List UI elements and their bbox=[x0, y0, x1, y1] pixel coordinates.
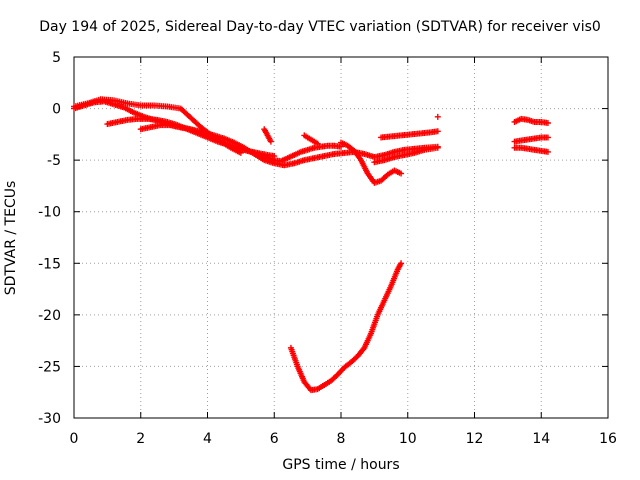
series-arc-8 bbox=[378, 128, 441, 141]
x-tick-labels: 0 2 4 6 8 10 12 14 16 bbox=[70, 431, 617, 447]
series-arc-11 bbox=[287, 260, 405, 394]
series-arc-7 bbox=[338, 139, 405, 186]
series-arc-9 bbox=[371, 144, 441, 166]
grid bbox=[74, 57, 608, 418]
x-tick-label: 16 bbox=[599, 431, 617, 447]
data-point bbox=[434, 144, 441, 151]
x-tick-label: 8 bbox=[337, 431, 346, 447]
x-tick-label: 12 bbox=[466, 431, 484, 447]
data-point bbox=[237, 149, 244, 156]
y-tick-label: 0 bbox=[52, 102, 61, 118]
data-point bbox=[271, 153, 278, 160]
data-point bbox=[434, 128, 441, 135]
y-tick-label: -20 bbox=[38, 308, 61, 324]
series-arc-6 bbox=[261, 126, 274, 145]
x-tick-label: 14 bbox=[532, 431, 550, 447]
x-axis-label: GPS time / hours bbox=[282, 457, 400, 473]
y-tick-label: -5 bbox=[47, 153, 61, 169]
x-tick-label: 4 bbox=[203, 431, 212, 447]
series-arc-3 bbox=[104, 115, 278, 160]
data-point bbox=[314, 140, 321, 147]
x-tick-label: 2 bbox=[136, 431, 145, 447]
data-point bbox=[398, 170, 405, 177]
series-arc-14 bbox=[511, 144, 551, 155]
data-point bbox=[434, 113, 441, 120]
series-arc-10 bbox=[434, 113, 441, 120]
data-point bbox=[267, 138, 274, 145]
series-arc-5 bbox=[301, 132, 321, 147]
series-arc-1 bbox=[71, 98, 441, 169]
ticks bbox=[73, 56, 609, 419]
series-arc-13 bbox=[511, 134, 551, 145]
x-tick-label: 6 bbox=[270, 431, 279, 447]
y-tick-label: -15 bbox=[38, 256, 61, 272]
chart-title: Day 194 of 2025, Sidereal Day-to-day VTE… bbox=[39, 19, 601, 35]
data-point bbox=[544, 120, 551, 127]
y-tick-label: -10 bbox=[38, 205, 61, 221]
data-point bbox=[544, 134, 551, 141]
data-point bbox=[544, 148, 551, 155]
data-point bbox=[398, 260, 405, 267]
x-tick-label: 10 bbox=[399, 431, 417, 447]
y-tick-label: 5 bbox=[52, 50, 61, 66]
y-axis-label: SDTVAR / TECUs bbox=[3, 180, 19, 296]
data-points bbox=[71, 96, 551, 394]
series-arc-12 bbox=[511, 115, 551, 127]
y-tick-label: -30 bbox=[38, 411, 61, 427]
x-tick-label: 0 bbox=[70, 431, 79, 447]
y-tick-label: -25 bbox=[38, 359, 61, 375]
y-tick-labels: 5 0 -5 -10 -15 -20 -25 -30 bbox=[38, 50, 61, 427]
series-arc-4 bbox=[137, 122, 244, 156]
